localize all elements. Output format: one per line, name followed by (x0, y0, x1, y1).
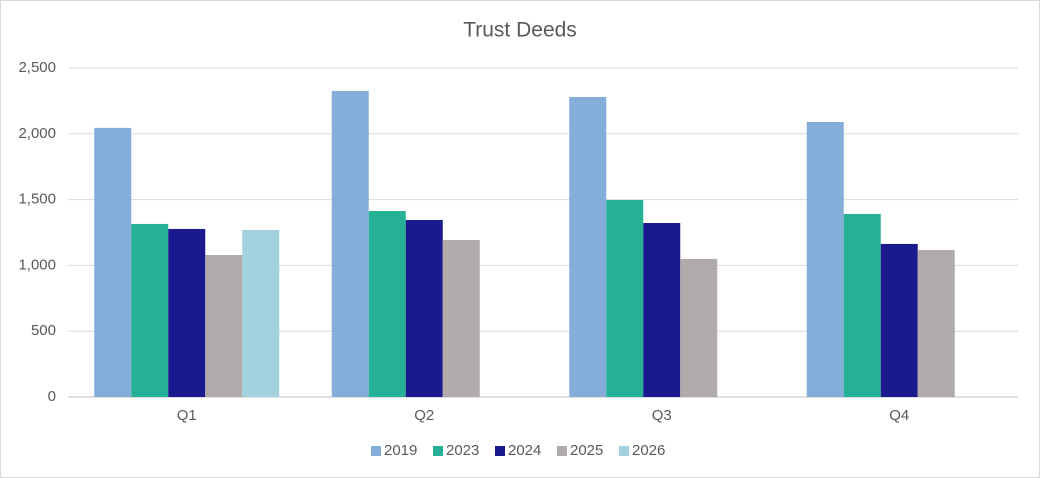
bar (880, 243, 918, 397)
bar (405, 219, 443, 397)
bar (242, 229, 280, 397)
bar (680, 258, 718, 397)
legend-label: 2023 (446, 442, 479, 459)
legend-swatch (495, 446, 505, 456)
bar (94, 127, 132, 398)
y-tick-label: 2,500 (18, 59, 56, 76)
x-tick-label: Q2 (414, 407, 434, 424)
bar (606, 199, 644, 397)
bar (442, 240, 480, 397)
legend-label: 2024 (508, 442, 541, 459)
x-tick-label: Q3 (652, 407, 672, 424)
legend-swatch (557, 446, 567, 456)
chart-title: Trust Deeds (463, 19, 577, 42)
bar (368, 211, 406, 397)
bar (806, 121, 844, 398)
legend-swatch (619, 446, 629, 456)
y-tick-label: 1,000 (18, 256, 56, 273)
bar (643, 223, 681, 397)
y-tick-label: 1,500 (18, 191, 56, 208)
bar (917, 250, 955, 397)
bar (331, 91, 369, 397)
x-tick-label: Q1 (177, 407, 197, 424)
y-tick-label: 2,000 (18, 125, 56, 142)
legend-swatch (371, 446, 381, 456)
bar (569, 96, 607, 398)
legend-label: 2026 (632, 442, 665, 459)
legend-label: 2019 (384, 442, 417, 459)
bar (205, 255, 243, 397)
legend-label: 2025 (570, 442, 603, 459)
x-tick-label: Q4 (889, 407, 909, 424)
legend-swatch (433, 446, 443, 456)
y-tick-label: 0 (48, 388, 56, 405)
y-tick-label: 500 (31, 322, 56, 339)
bar (843, 213, 881, 397)
bar (131, 223, 169, 397)
bar (168, 228, 206, 397)
